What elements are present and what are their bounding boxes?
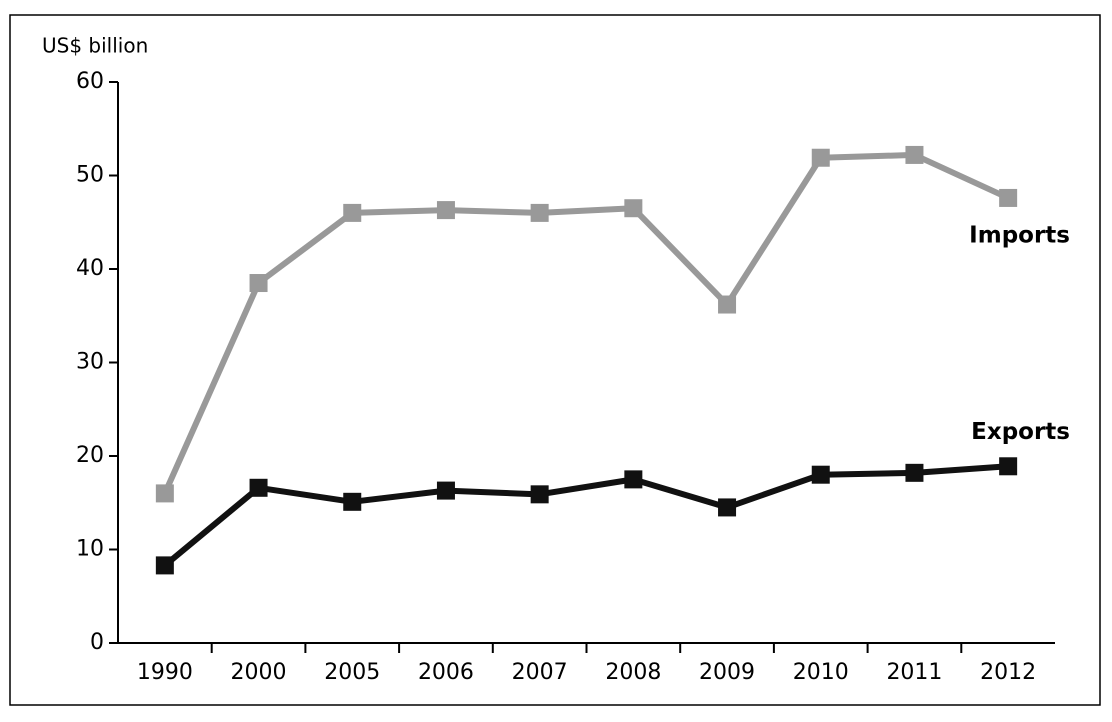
marker <box>624 470 643 489</box>
marker <box>811 465 830 484</box>
x-tick-label: 2008 <box>605 660 661 685</box>
marker <box>718 295 737 314</box>
x-tick-label: 2007 <box>512 660 568 685</box>
y-axis-label: US$ billion <box>42 34 148 58</box>
marker <box>249 478 268 497</box>
marker <box>530 203 549 222</box>
series-line <box>162 463 1009 568</box>
y-tick-label: 20 <box>76 443 104 468</box>
marker <box>624 199 643 218</box>
x-tick-label: 2009 <box>699 660 755 685</box>
y-tick-label: 10 <box>76 537 104 562</box>
x-tick-label: 2011 <box>886 660 942 685</box>
y-tick-label: 0 <box>90 630 104 655</box>
x-tick-label: 2000 <box>231 660 287 685</box>
x-tick-label: 2010 <box>793 660 849 685</box>
x-tick-label: 2012 <box>980 660 1036 685</box>
x-tick-label: 2005 <box>324 660 380 685</box>
marker <box>999 188 1018 207</box>
marker <box>530 485 549 504</box>
marker <box>155 484 174 503</box>
series-label: Exports <box>971 419 1070 445</box>
marker <box>999 457 1018 476</box>
marker <box>155 556 174 575</box>
frame <box>9 14 1101 706</box>
marker <box>811 148 830 167</box>
y-tick-label: 60 <box>76 69 104 94</box>
marker <box>343 203 362 222</box>
marker <box>436 201 455 220</box>
x-tick-label: 2006 <box>418 660 474 685</box>
y-tick-label: 50 <box>76 163 104 188</box>
marker <box>343 492 362 511</box>
marker <box>718 498 737 517</box>
marker <box>249 274 268 293</box>
series-line <box>162 151 1010 495</box>
marker <box>905 145 924 164</box>
series-label: Imports <box>969 222 1070 248</box>
y-tick-label: 30 <box>76 350 104 375</box>
x-tick-label: 1990 <box>137 660 193 685</box>
y-tick-label: 40 <box>76 256 104 281</box>
marker <box>436 481 455 500</box>
marker <box>905 463 924 482</box>
